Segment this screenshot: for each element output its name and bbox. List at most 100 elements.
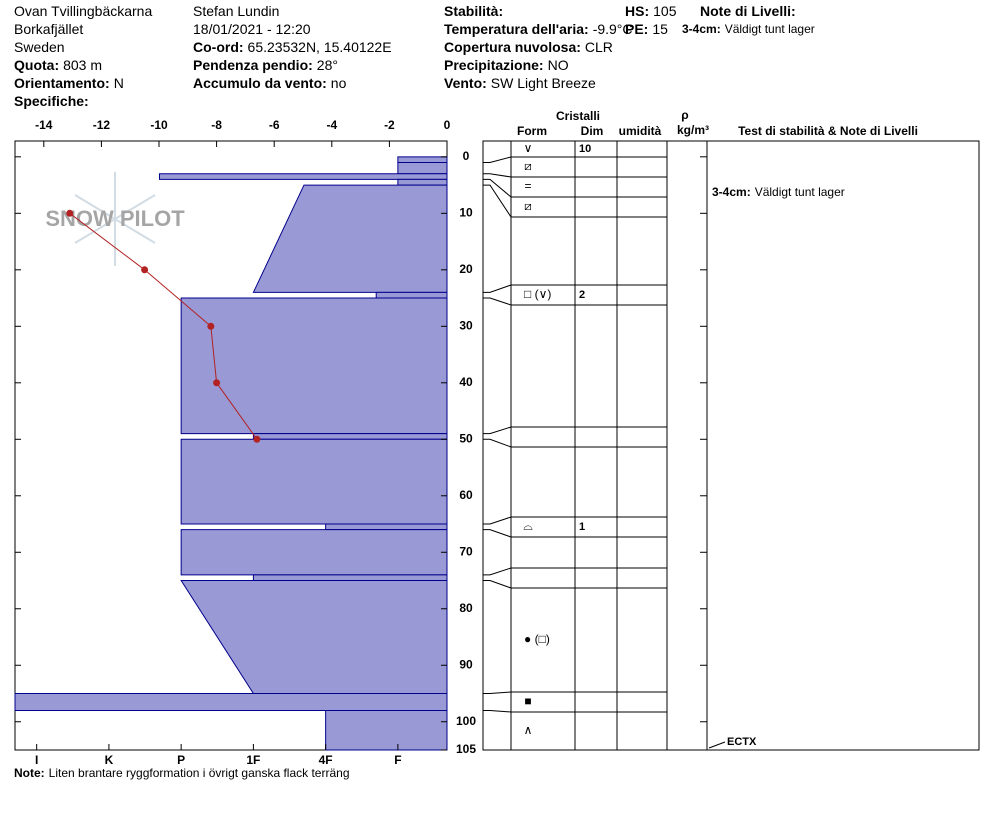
layer-boundary: [483, 173, 667, 178]
layer-bar: [158, 173, 448, 180]
header-field-label: Vento:: [444, 75, 487, 91]
header-field-value: 28°: [317, 57, 338, 73]
crystal-form: ● (□): [524, 632, 550, 646]
depth-tick-label: 70: [459, 544, 473, 558]
depth-tick-label: 105: [456, 742, 476, 756]
layer-bar: [325, 523, 448, 531]
header-field-value: 18/01/2021 - 12:20: [193, 21, 311, 37]
header-field-value: Stefan Lundin: [193, 3, 279, 19]
header-field: Temperatura dell'aria: -9.9°C: [444, 21, 633, 37]
col-header: ρ: [681, 108, 688, 122]
temp-tick-label: -2: [384, 118, 395, 132]
temperature-point: [141, 266, 149, 274]
note-label: Note:: [14, 766, 45, 780]
depth-tick-label: 20: [459, 262, 473, 276]
header-field-label: Orientamento:: [14, 75, 110, 91]
depth-tick-label: 80: [459, 601, 473, 615]
header-field-label: Co-ord:: [193, 39, 244, 55]
layer-boundary: [483, 426, 667, 435]
header-field-value: 105: [653, 3, 677, 19]
layer-bar: [397, 156, 448, 163]
header-field-value: SW Light Breeze: [491, 75, 596, 91]
header-field-value: 65.23532N, 15.40122E: [248, 39, 392, 55]
header-field: PE: 15: [625, 21, 668, 37]
header-field-value: Sweden: [14, 39, 65, 55]
header-field: Co-ord: 65.23532N, 15.40122E: [193, 39, 392, 55]
col-header: Test di stabilità & Note di Livelli: [738, 124, 918, 138]
layer-bar: [375, 291, 448, 299]
header-field: Vento: SW Light Breeze: [444, 75, 596, 91]
temp-tick-label: -4: [326, 118, 337, 132]
test-label: ECTX: [727, 736, 757, 748]
snowflake: [74, 172, 156, 266]
header-field-label: PE:: [625, 21, 648, 37]
layer-boundary: [483, 580, 667, 589]
col-header: Form: [517, 124, 547, 138]
layer-boundary: [483, 178, 667, 198]
test-arrow: [708, 741, 726, 749]
layer-bar: [252, 433, 448, 440]
header-field-value: N: [114, 75, 124, 91]
layer-note-value: Väldigt tunt lager: [755, 185, 845, 199]
header-field: Copertura nuvolosa: CLR: [444, 39, 613, 55]
depth-tick-label: 40: [459, 375, 473, 389]
depth-tick-label: 10: [459, 205, 473, 219]
header-field: Ovan Tvillingbäckarna: [14, 3, 152, 19]
header-field-value: Väldigt tunt lager: [725, 22, 815, 36]
header-field-value: 803 m: [63, 57, 102, 73]
layer-boundary: [483, 516, 667, 525]
temp-tick-label: -10: [150, 118, 168, 132]
header-field: Precipitazione: NO: [444, 57, 569, 73]
layer-boundary: [483, 284, 667, 293]
watermark-text: SNOW PILOT: [45, 206, 185, 231]
crystal-form: ⧄: [524, 159, 532, 173]
hardness-tick-label: 1F: [246, 753, 260, 767]
layer-boundary: [483, 297, 667, 306]
header-field-value: CLR: [585, 39, 613, 55]
temp-tick-label: -8: [211, 118, 222, 132]
layer-boundary: [483, 156, 667, 163]
header-field-label: Quota:: [14, 57, 59, 73]
header-field-value: NO: [548, 57, 569, 73]
hardness-tick-label: 4F: [319, 753, 333, 767]
header-field-label: Specifiche:: [14, 93, 89, 109]
header-field: 18/01/2021 - 12:20: [193, 21, 311, 37]
header-field: Stefan Lundin: [193, 3, 279, 19]
layer-bar: [180, 438, 448, 525]
crystal-form: ■: [524, 694, 531, 708]
depth-tick-label: 100: [456, 714, 476, 728]
header-field: Accumulo da vento: no: [193, 75, 347, 91]
temp-tick-label: -12: [93, 118, 111, 132]
header-field-label: Stabilità:: [444, 3, 503, 19]
crystal-size: 1: [579, 521, 585, 533]
layer-boundary: [483, 529, 667, 538]
crystal-size: 10: [579, 143, 591, 155]
crystal-form: □ (∨): [524, 287, 551, 301]
temp-tick-label: -6: [269, 118, 280, 132]
temperature-point: [253, 435, 261, 443]
layer-boundary: [483, 709, 667, 713]
temperature-point: [207, 322, 215, 330]
depth-tick-label: 0: [463, 149, 470, 163]
col-header: Dim: [581, 124, 604, 138]
header-field: Specifiche:: [14, 93, 89, 109]
header-field: Borkafjället: [14, 21, 83, 37]
temperature-point: [66, 209, 74, 217]
layer-bar: [180, 297, 448, 435]
header-field-value: Ovan Tvillingbäckarna: [14, 3, 152, 19]
header-field: Note di Livelli:: [700, 3, 796, 19]
layer-boundary: [483, 438, 667, 448]
depth-tick-label: 90: [459, 657, 473, 671]
crystal-form: ⌓: [523, 519, 533, 533]
hardness-tick-label: P: [177, 753, 185, 767]
hardness-tick-label: I: [35, 753, 38, 767]
temperature-point: [213, 379, 221, 387]
header-field-value: -9.9°C: [593, 21, 633, 37]
layer-bar: [397, 178, 448, 186]
crystal-form: ⧄: [524, 199, 532, 213]
header-field-label: Temperatura dell'aria:: [444, 21, 589, 37]
layer-bar: [325, 709, 448, 751]
header-field-label: 3-4cm:: [682, 22, 721, 36]
header-field-value: no: [331, 75, 347, 91]
table-frame: [482, 140, 980, 751]
